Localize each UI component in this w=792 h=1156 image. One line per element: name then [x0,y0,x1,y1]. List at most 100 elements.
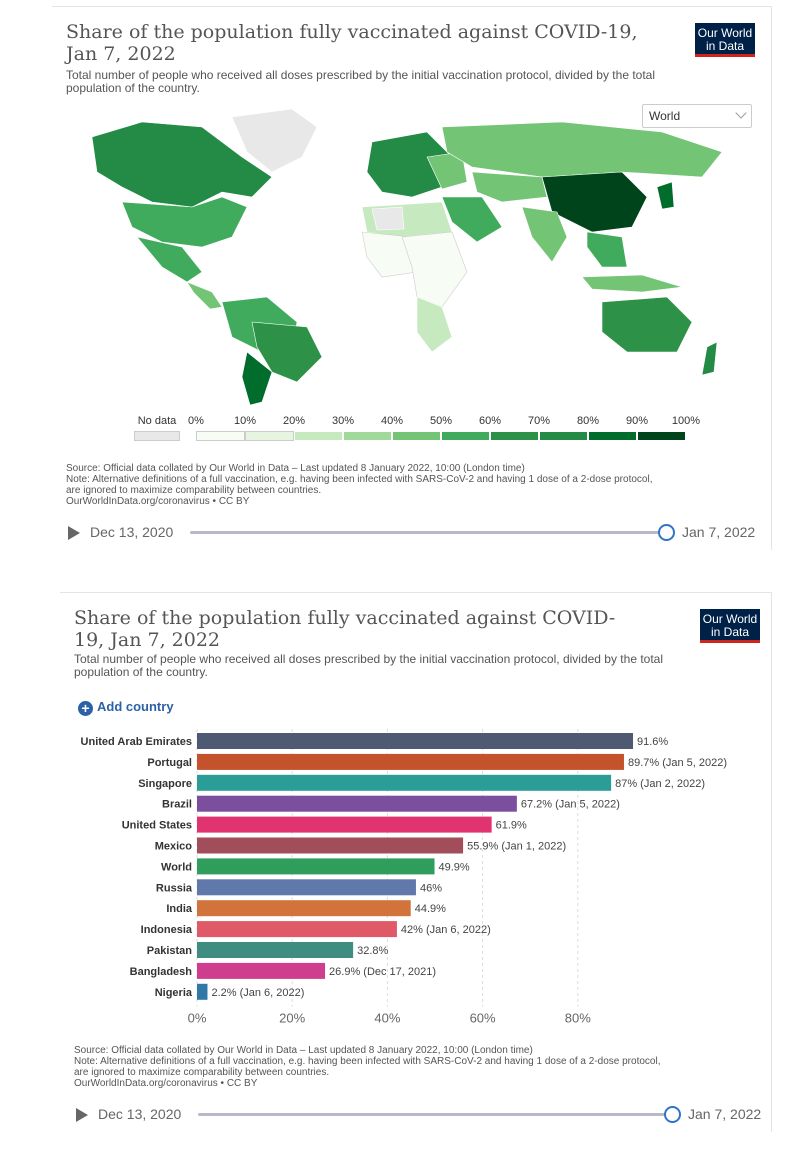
add-country-label: Add country [97,699,174,714]
bar[interactable] [197,900,411,917]
legend-bin-swatch[interactable] [539,431,588,441]
region-select-value: World [649,109,681,123]
play-icon[interactable] [68,526,80,540]
map-region-se-asia [586,231,628,268]
x-tick-label: 40% [374,1011,400,1026]
map-region-southern-africa [416,296,453,353]
timeline-slider-handle[interactable] [658,524,675,541]
map-source-line2: Note: Alternative definitions of a full … [66,474,653,485]
legend-bin-label: 20% [282,415,306,427]
legend-bin-swatch[interactable] [294,431,343,441]
bar-chart-title: Share of the population fully vaccinated… [74,607,616,651]
map-source-line4[interactable]: OurWorldInData.org/coronavirus • CC BY [66,496,250,507]
legend-bin-swatch[interactable] [392,431,441,441]
map-region-mexico [136,236,203,283]
x-tick-label: 0% [188,1011,207,1026]
bar-value-label: 2.2% (Jan 6, 2022) [211,987,304,999]
map-region-southern-cone [241,351,273,406]
legend-no-data-swatch[interactable] [134,431,180,441]
legend-bin-swatch[interactable] [245,431,294,441]
bar-value-label: 89.7% (Jan 5, 2022) [628,757,727,769]
map-region-new-zealand [701,341,718,376]
bar[interactable] [197,879,416,896]
bar-source-line2: Note: Alternative definitions of a full … [74,1056,661,1067]
map-region-indonesia [581,274,683,293]
legend-bin-label: 70% [527,415,551,427]
bar-category-label: United States [122,820,192,832]
bar-category-label: Nigeria [155,987,193,999]
bar-value-label: 46% [420,882,442,894]
legend-bin-label: 10% [233,415,257,427]
legend-bin-swatch[interactable] [441,431,490,441]
bar-category-label: Russia [156,882,193,894]
map-region-brazil [251,321,323,383]
bar-value-label: 87% (Jan 2, 2022) [615,778,705,790]
bar-source-line4[interactable]: OurWorldInData.org/coronavirus • CC BY [74,1078,258,1089]
owid-logo[interactable]: Our World in Data [695,23,755,57]
bar[interactable] [197,858,435,875]
timeline-slider-track[interactable] [190,531,670,534]
legend-bin-swatch[interactable] [490,431,539,441]
play-icon[interactable] [76,1108,88,1122]
map-region-australia [601,296,693,353]
bar-category-label: Mexico [155,841,193,853]
timeline-end-date: Jan 7, 2022 [688,1106,762,1122]
legend-no-data-label: No data [137,415,177,427]
timeline-start-date: Dec 13, 2020 [90,524,174,540]
bar-timeline: Dec 13, 2020 Jan 7, 2022 [76,1103,766,1127]
bar[interactable] [197,816,492,833]
x-tick-label: 20% [279,1011,305,1026]
legend-bin-swatch[interactable] [637,431,686,441]
bar-category-label: Pakistan [147,945,193,957]
bar-value-label: 91.6% [637,736,668,748]
timeline-slider-handle[interactable] [664,1106,681,1123]
x-tick-label: 60% [470,1011,496,1026]
owid-logo[interactable]: Our World in Data [700,609,760,643]
bar-value-label: 32.8% [357,945,388,957]
bar-source-line3: are ignored to maximize comparability be… [74,1067,330,1078]
region-select[interactable]: World [642,104,752,128]
legend-bin-label: 60% [478,415,502,427]
chevron-down-icon [735,107,747,119]
bar-chart-subtitle: Total number of people who received all … [74,652,664,679]
bar[interactable] [197,942,354,958]
map-region-europe [366,131,453,198]
legend-bin-swatch[interactable] [343,431,392,441]
bar-chart-panel: Share of the population fully vaccinated… [60,592,772,1132]
legend-bin-swatch[interactable] [588,431,637,441]
map-region-middle-east [441,196,503,243]
map-region-central-america [186,281,223,310]
bar[interactable] [197,774,612,791]
bar[interactable] [197,795,517,812]
world-map[interactable] [82,97,732,407]
bar[interactable] [197,837,464,854]
bar-category-label: India [166,903,193,915]
bar-value-label: 26.9% (Dec 17, 2021) [329,966,436,978]
bar[interactable] [197,962,326,979]
bar[interactable] [197,921,397,938]
bar-category-label: United Arab Emirates [81,736,192,748]
bar-value-label: 42% (Jan 6, 2022) [401,924,491,936]
map-source-line3: are ignored to maximize comparability be… [66,485,322,496]
map-region-sahara-nodata [371,206,405,231]
map-region-russia [441,121,723,178]
map-chart-title: Share of the population fully vaccinated… [66,21,638,65]
map-region-usa [121,196,248,248]
bar-value-label: 55.9% (Jan 1, 2022) [467,841,566,853]
bar-category-label: Singapore [138,778,192,790]
legend-bin-swatch[interactable] [196,431,245,441]
timeline-slider-track[interactable] [198,1113,678,1116]
timeline-end-date: Jan 7, 2022 [682,524,756,540]
bar[interactable] [197,753,624,770]
bar[interactable] [197,983,208,1000]
map-region-japan [656,181,675,210]
legend-bin-label: 100% [671,415,701,427]
bar-category-label: World [161,861,192,873]
map-source-line1: Source: Official data collated by Our Wo… [66,463,525,474]
add-country-button[interactable]: + Add country [78,699,174,716]
bar-value-label: 61.9% [496,820,527,832]
map-region-central-asia [471,171,548,203]
map-region-greenland [231,108,318,173]
x-tick-label: 80% [565,1011,591,1026]
bar[interactable] [197,733,634,749]
